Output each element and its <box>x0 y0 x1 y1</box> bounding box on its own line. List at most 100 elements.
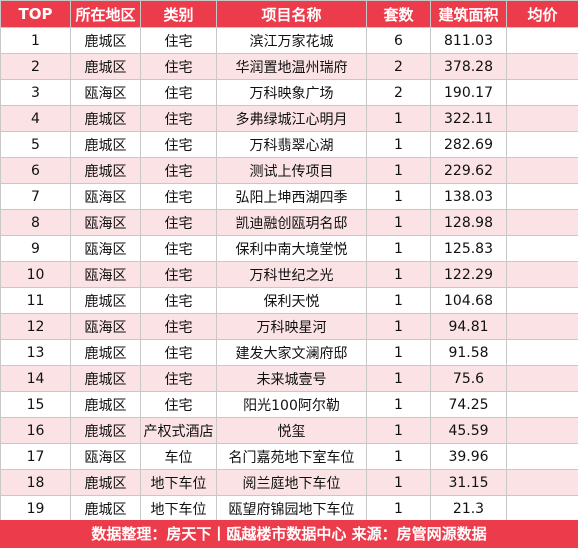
rank-cell: 7 <box>0 183 71 210</box>
units-cell: 1 <box>366 235 431 262</box>
category-cell: 住宅 <box>140 287 217 314</box>
avg-price-cell <box>506 105 578 132</box>
avg-price-cell <box>506 209 578 236</box>
floor-area-cell: 94.81 <box>430 313 507 340</box>
category-cell: 住宅 <box>140 27 217 54</box>
category-cell: 住宅 <box>140 339 217 366</box>
district-cell: 鹿城区 <box>70 469 141 496</box>
rank-cell: 15 <box>0 391 71 418</box>
rank-cell: 3 <box>0 79 71 106</box>
table-row: 1 鹿城区 住宅 滨江万家花城 6 811.03 <box>0 27 578 54</box>
rank-cell: 14 <box>0 365 71 392</box>
category-cell: 车位 <box>140 443 217 470</box>
category-cell: 住宅 <box>140 235 217 262</box>
avg-price-cell <box>506 287 578 314</box>
header-floor-area: 建筑面积 <box>430 0 507 28</box>
project-name-cell: 万科映星河 <box>216 313 367 340</box>
rank-cell: 19 <box>0 495 71 522</box>
floor-area-cell: 322.11 <box>430 105 507 132</box>
rank-cell: 5 <box>0 131 71 158</box>
rank-cell: 17 <box>0 443 71 470</box>
units-cell: 1 <box>366 391 431 418</box>
avg-price-cell <box>506 495 578 522</box>
floor-area-cell: 122.29 <box>430 261 507 288</box>
units-cell: 1 <box>366 469 431 496</box>
header-top: TOP <box>0 0 71 28</box>
rank-cell: 13 <box>0 339 71 366</box>
avg-price-cell <box>506 79 578 106</box>
avg-price-cell <box>506 365 578 392</box>
avg-price-cell <box>506 53 578 80</box>
floor-area-cell: 282.69 <box>430 131 507 158</box>
avg-price-cell <box>506 235 578 262</box>
units-cell: 1 <box>366 313 431 340</box>
table-row: 12 瓯海区 住宅 万科映星河 1 94.81 <box>0 313 578 340</box>
rank-cell: 10 <box>0 261 71 288</box>
district-cell: 瓯海区 <box>70 235 141 262</box>
category-cell: 住宅 <box>140 157 217 184</box>
table-row: 15 鹿城区 住宅 阳光100阿尔勒 1 74.25 <box>0 391 578 418</box>
project-name-cell: 华润置地温州瑞府 <box>216 53 367 80</box>
rank-cell: 9 <box>0 235 71 262</box>
category-cell: 住宅 <box>140 53 217 80</box>
project-name-cell: 万科世纪之光 <box>216 261 367 288</box>
project-name-cell: 名门嘉苑地下室车位 <box>216 443 367 470</box>
floor-area-cell: 74.25 <box>430 391 507 418</box>
category-cell: 住宅 <box>140 391 217 418</box>
category-cell: 住宅 <box>140 209 217 236</box>
project-name-cell: 阅兰庭地下车位 <box>216 469 367 496</box>
district-cell: 鹿城区 <box>70 157 141 184</box>
rank-cell: 2 <box>0 53 71 80</box>
table-row: 11 鹿城区 住宅 保利天悦 1 104.68 <box>0 287 578 314</box>
project-name-cell: 保利天悦 <box>216 287 367 314</box>
category-cell: 住宅 <box>140 365 217 392</box>
category-cell: 住宅 <box>140 105 217 132</box>
district-cell: 鹿城区 <box>70 27 141 54</box>
rank-cell: 11 <box>0 287 71 314</box>
project-name-cell: 多弗绿城江心明月 <box>216 105 367 132</box>
units-cell: 1 <box>366 157 431 184</box>
rank-cell: 18 <box>0 469 71 496</box>
district-cell: 瓯海区 <box>70 183 141 210</box>
floor-area-cell: 229.62 <box>430 157 507 184</box>
avg-price-cell <box>506 339 578 366</box>
project-name-cell: 保利中南大境堂悦 <box>216 235 367 262</box>
district-cell: 鹿城区 <box>70 417 141 444</box>
floor-area-cell: 91.58 <box>430 339 507 366</box>
project-name-cell: 万科翡翠心湖 <box>216 131 367 158</box>
district-cell: 鹿城区 <box>70 495 141 522</box>
floor-area-cell: 31.15 <box>430 469 507 496</box>
floor-area-cell: 104.68 <box>430 287 507 314</box>
table-row: 2 鹿城区 住宅 华润置地温州瑞府 2 378.28 <box>0 53 578 80</box>
table-row: 16 鹿城区 产权式酒店 悦玺 1 45.59 <box>0 417 578 444</box>
floor-area-cell: 190.17 <box>430 79 507 106</box>
table-row: 4 鹿城区 住宅 多弗绿城江心明月 1 322.11 <box>0 105 578 132</box>
district-cell: 鹿城区 <box>70 105 141 132</box>
district-cell: 鹿城区 <box>70 131 141 158</box>
floor-area-cell: 811.03 <box>430 27 507 54</box>
category-cell: 住宅 <box>140 183 217 210</box>
units-cell: 1 <box>366 339 431 366</box>
project-name-cell: 滨江万家花城 <box>216 27 367 54</box>
table-row: 14 鹿城区 住宅 未来城壹号 1 75.6 <box>0 365 578 392</box>
table-row: 5 鹿城区 住宅 万科翡翠心湖 1 282.69 <box>0 131 578 158</box>
project-name-cell: 未来城壹号 <box>216 365 367 392</box>
rank-cell: 12 <box>0 313 71 340</box>
avg-price-cell <box>506 469 578 496</box>
source-footer: 数据整理：房天下丨瓯越楼市数据中心 来源：房管网源数据 <box>0 520 578 548</box>
units-cell: 1 <box>366 443 431 470</box>
project-name-cell: 万科映象广场 <box>216 79 367 106</box>
category-cell: 住宅 <box>140 313 217 340</box>
header-project-name: 项目名称 <box>216 0 367 28</box>
units-cell: 1 <box>366 261 431 288</box>
project-name-cell: 瓯望府锦园地下车位 <box>216 495 367 522</box>
units-cell: 1 <box>366 495 431 522</box>
header-avg-price: 均价 <box>506 0 578 28</box>
district-cell: 鹿城区 <box>70 365 141 392</box>
district-cell: 鹿城区 <box>70 339 141 366</box>
avg-price-cell <box>506 157 578 184</box>
project-name-cell: 凯迪融创瓯玥名邸 <box>216 209 367 236</box>
rank-cell: 8 <box>0 209 71 236</box>
table-row: 7 瓯海区 住宅 弘阳上坤西湖四季 1 138.03 <box>0 183 578 210</box>
